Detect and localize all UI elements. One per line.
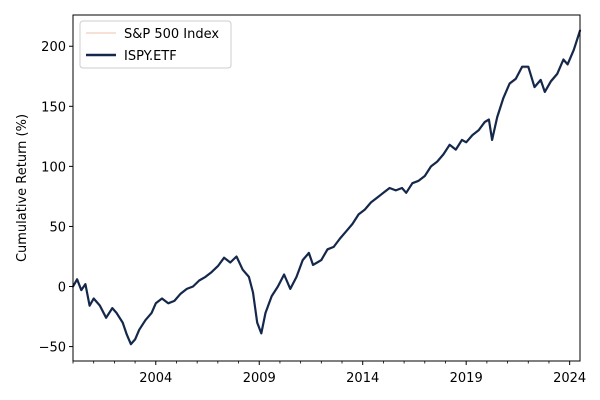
y-tick-label: 200 — [41, 40, 66, 55]
axes-layer: −50 0 50 100 150 200 2004 2009 2014 2019 2024 — [39, 14, 586, 386]
legend-label: S&P 500 Index — [124, 27, 219, 42]
x-tick-label: 2004 — [139, 371, 172, 386]
x-tick-label: 2019 — [450, 371, 483, 386]
series-layer — [71, 29, 582, 346]
y-tick-label: 150 — [41, 100, 66, 115]
y-tick-label: 50 — [49, 220, 66, 235]
legend: S&P 500 Index ISPY.ETF — [79, 20, 232, 69]
series-line-ispy-etf — [71, 29, 582, 346]
x-tick-label: 2014 — [346, 371, 379, 386]
x-tick-label: 2009 — [243, 371, 276, 386]
x-tick-label: 2024 — [553, 371, 586, 386]
y-tick-label: 100 — [41, 160, 66, 175]
legend-box — [79, 20, 232, 69]
y-axis-label: Cumulative Return (%) — [15, 114, 30, 262]
y-tick-label: −50 — [39, 341, 66, 356]
axes-frame — [72, 14, 581, 362]
y-tick-label: 0 — [58, 281, 66, 296]
legend-label: ISPY.ETF — [124, 49, 177, 64]
